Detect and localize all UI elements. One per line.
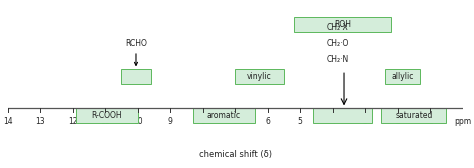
FancyBboxPatch shape — [384, 69, 420, 84]
FancyBboxPatch shape — [235, 69, 284, 84]
Text: saturated: saturated — [395, 111, 433, 120]
Text: 3: 3 — [363, 117, 367, 126]
Text: 10: 10 — [133, 117, 142, 126]
Text: RCHO: RCHO — [125, 39, 147, 65]
Text: 1: 1 — [428, 117, 433, 126]
Text: 11: 11 — [100, 117, 110, 126]
FancyBboxPatch shape — [121, 69, 151, 84]
Text: 5: 5 — [298, 117, 302, 126]
FancyBboxPatch shape — [293, 17, 391, 32]
Text: 8: 8 — [200, 117, 205, 126]
Text: allylic: allylic — [392, 72, 414, 81]
Text: 4: 4 — [330, 117, 335, 126]
FancyBboxPatch shape — [193, 108, 255, 123]
Text: CH₂·N: CH₂·N — [327, 55, 349, 64]
Text: 2: 2 — [395, 117, 400, 126]
Text: chemical shift (δ): chemical shift (δ) — [199, 150, 272, 159]
FancyBboxPatch shape — [76, 108, 137, 123]
Text: 14: 14 — [3, 117, 12, 126]
Text: 6: 6 — [265, 117, 270, 126]
Text: 9: 9 — [168, 117, 173, 126]
FancyBboxPatch shape — [382, 108, 447, 123]
Text: 12: 12 — [68, 117, 77, 126]
Text: ROH: ROH — [334, 20, 351, 29]
FancyBboxPatch shape — [313, 108, 372, 123]
Text: aromatic: aromatic — [207, 111, 241, 120]
Text: CH₂·O: CH₂·O — [326, 39, 349, 48]
Text: R-COOH: R-COOH — [91, 111, 122, 120]
Text: CH₂·X: CH₂·X — [327, 23, 348, 32]
Text: ppm: ppm — [454, 117, 471, 126]
Text: vinylic: vinylic — [247, 72, 272, 81]
Text: 7: 7 — [233, 117, 237, 126]
Text: 13: 13 — [35, 117, 45, 126]
